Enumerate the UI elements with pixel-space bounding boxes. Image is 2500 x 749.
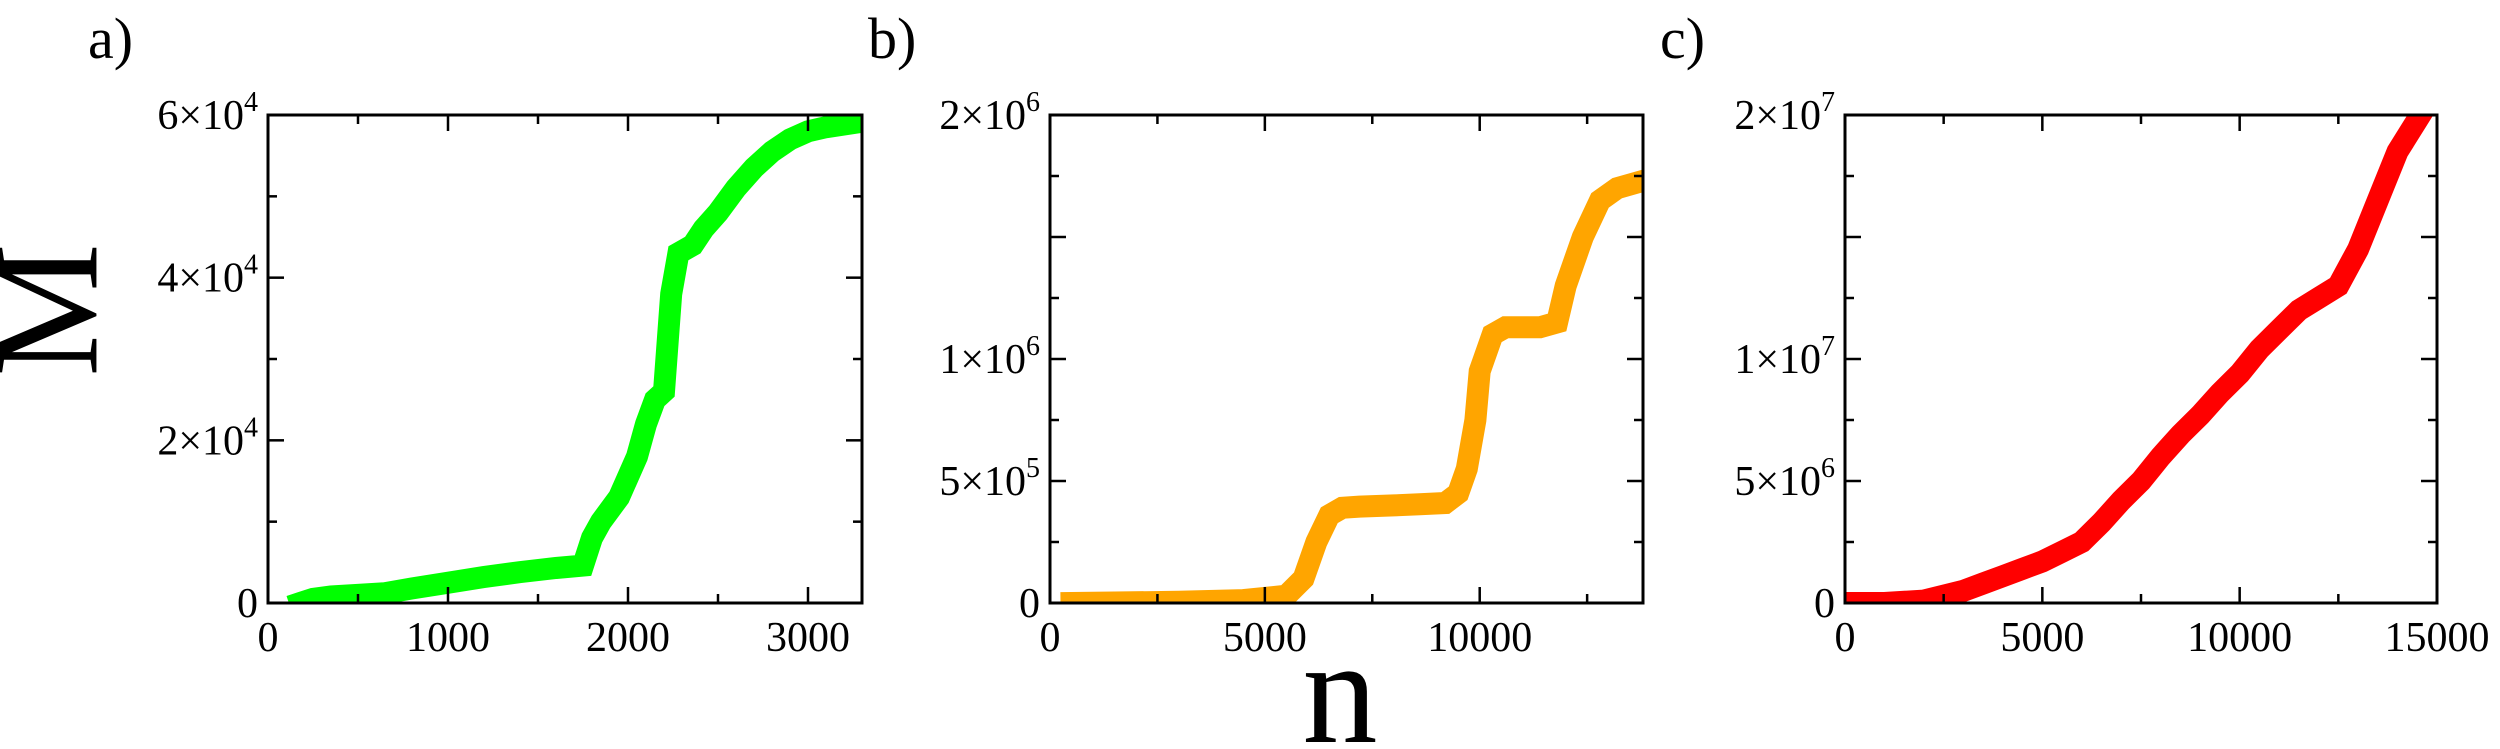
- y-tick-exponent: 5: [1026, 453, 1040, 484]
- x-tick-label: 2000: [586, 615, 670, 661]
- y-tick-label: 2×107: [1734, 87, 1835, 139]
- y-tick-mantissa: 5×10: [1734, 459, 1821, 505]
- y-tick-label: 2×106: [939, 87, 1040, 139]
- y-tick-mantissa: 0: [1019, 581, 1040, 627]
- plot-frame: [1843, 113, 2439, 605]
- x-tick-label: 10000: [2187, 615, 2292, 661]
- x-tick-label: 10000: [1427, 615, 1532, 661]
- y-tick-label: 0: [237, 581, 258, 627]
- y-tick-exponent: 6: [1026, 331, 1040, 362]
- series-line: [1845, 115, 2433, 603]
- plot-frame: [266, 113, 864, 605]
- y-tick-label: 0: [1814, 581, 1835, 627]
- y-tick-mantissa: 5×10: [939, 459, 1026, 505]
- y-tick-label: 5×106: [1734, 453, 1835, 505]
- y-tick-exponent: 4: [244, 87, 258, 118]
- y-axis-label: M: [0, 243, 129, 376]
- x-axis-label: n: [1303, 609, 1378, 749]
- x-tick-label: 5000: [1223, 615, 1307, 661]
- y-tick-exponent: 4: [244, 250, 258, 281]
- panel-label: a): [88, 6, 133, 71]
- y-tick-label: 0: [1019, 581, 1040, 627]
- x-tick-label: 0: [258, 615, 279, 661]
- x-tick-label: 5000: [2000, 615, 2084, 661]
- y-tick-exponent: 6: [1821, 453, 1835, 484]
- y-tick-mantissa: 6×10: [157, 93, 244, 139]
- x-tick-label: 1000: [406, 615, 490, 661]
- series-line: [286, 115, 862, 603]
- y-tick-label: 1×106: [939, 331, 1040, 383]
- y-tick-label: 1×107: [1734, 331, 1835, 383]
- y-tick-exponent: 7: [1821, 87, 1835, 118]
- y-tick-mantissa: 1×10: [939, 337, 1026, 383]
- y-tick-exponent: 6: [1026, 87, 1040, 118]
- y-tick-exponent: 4: [244, 412, 258, 443]
- y-tick-label: 6×104: [157, 87, 258, 139]
- x-tick-label: 3000: [766, 615, 850, 661]
- y-tick-mantissa: 2×10: [1734, 93, 1821, 139]
- y-tick-label: 4×104: [157, 250, 258, 302]
- y-tick-mantissa: 2×10: [157, 418, 244, 464]
- panel-label: c): [1660, 6, 1705, 71]
- y-tick-mantissa: 0: [1814, 581, 1835, 627]
- y-tick-label: 2×104: [157, 412, 258, 464]
- y-tick-mantissa: 0: [237, 581, 258, 627]
- y-tick-exponent: 7: [1821, 331, 1835, 362]
- panel-label: b): [868, 6, 916, 71]
- y-tick-mantissa: 2×10: [939, 93, 1026, 139]
- x-tick-label: 15000: [2385, 615, 2490, 661]
- y-tick-label: 5×105: [939, 453, 1040, 505]
- x-tick-label: 0: [1835, 615, 1856, 661]
- plot-frame: [1048, 113, 1645, 605]
- series-line: [1060, 169, 1643, 603]
- y-tick-mantissa: 1×10: [1734, 337, 1821, 383]
- x-tick-label: 0: [1040, 615, 1061, 661]
- y-tick-mantissa: 4×10: [157, 256, 244, 302]
